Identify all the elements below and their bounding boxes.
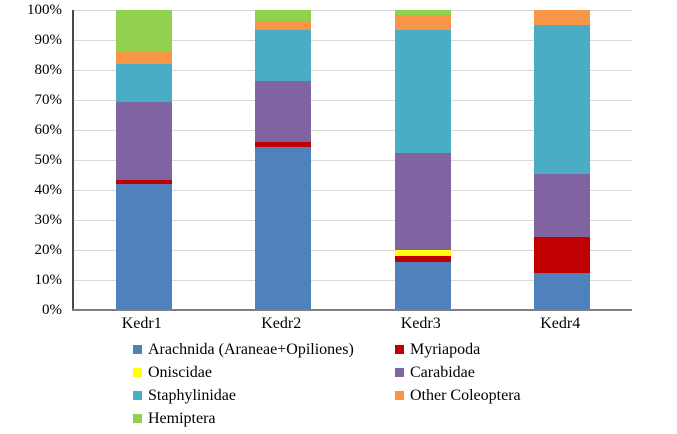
y-axis-tick-label: 30% xyxy=(34,212,63,228)
segment-staphylinidae-kedr2 xyxy=(255,29,312,81)
legend-swatch-icon xyxy=(133,368,142,377)
segment-carabidae-kedr3 xyxy=(394,152,451,250)
legend-item-carabidae: Carabidae xyxy=(395,363,521,382)
legend-label: Arachnida (Araneae+Opiliones) xyxy=(148,341,354,358)
legend-label: Myriapoda xyxy=(410,341,481,358)
segment-hemiptera-kedr1 xyxy=(115,10,172,52)
segment-staphylinidae-kedr3 xyxy=(394,29,451,153)
legend-item-oniscidae: Oniscidae xyxy=(133,363,395,382)
y-axis-tick-label: 40% xyxy=(34,182,63,198)
gridline xyxy=(74,70,632,71)
bar-kedr2 xyxy=(255,10,312,310)
y-axis-tick-label: 100% xyxy=(27,2,62,18)
segment-other-coleoptera-kedr3 xyxy=(394,14,451,30)
segment-oniscidae-kedr3 xyxy=(394,250,451,256)
segment-myriapoda-kedr4 xyxy=(534,236,591,273)
legend-item-staphylinidae: Staphylinidae xyxy=(133,386,395,405)
segment-carabidae-kedr1 xyxy=(115,101,172,180)
segment-hemiptera-kedr2 xyxy=(255,10,312,21)
segment-other-coleoptera-kedr2 xyxy=(255,20,312,30)
plot-area xyxy=(72,10,632,311)
legend-item-hemiptera: Hemiptera xyxy=(133,409,395,428)
gridline xyxy=(74,220,632,221)
segment-myriapoda-kedr3 xyxy=(394,256,451,262)
y-axis-tick-label: 60% xyxy=(34,122,63,138)
bar-kedr1 xyxy=(115,10,172,310)
x-axis-label-kedr3: Kedr3 xyxy=(400,315,441,332)
x-axis-line xyxy=(72,309,632,311)
segment-other-coleoptera-kedr1 xyxy=(115,52,172,64)
bar-slot-kedr1 xyxy=(74,10,214,310)
x-axis-labels: Kedr1 Kedr2 Kedr3 Kedr4 xyxy=(72,315,630,333)
bar-slot-kedr4 xyxy=(493,10,633,310)
legend-label: Oniscidae xyxy=(148,364,212,381)
segment-staphylinidae-kedr1 xyxy=(115,64,172,102)
segment-other-coleoptera-kedr4 xyxy=(534,10,591,25)
y-axis-tick-label: 90% xyxy=(34,32,63,48)
y-axis-tick-label: 70% xyxy=(34,92,63,108)
legend-label: Staphylinidae xyxy=(148,387,236,404)
legend-swatch-icon xyxy=(133,414,142,423)
y-axis-tick-label: 0% xyxy=(42,302,62,318)
segment-carabidae-kedr2 xyxy=(255,80,312,142)
y-axis-tick-label: 80% xyxy=(34,62,63,78)
y-axis-tick-label: 50% xyxy=(34,152,63,168)
gridline xyxy=(74,190,632,191)
legend-swatch-icon xyxy=(395,391,404,400)
legend-swatch-icon xyxy=(133,391,142,400)
legend-item-myriapoda: Myriapoda xyxy=(395,340,521,359)
legend-item-other-coleoptera: Other Coleoptera xyxy=(395,386,521,405)
segment-arachnida-araneae-opiliones-kedr1 xyxy=(115,184,172,310)
gridline xyxy=(74,130,632,131)
legend-swatch-icon xyxy=(395,345,404,354)
legend-swatch-icon xyxy=(395,368,404,377)
bar-slot-kedr2 xyxy=(214,10,354,310)
segment-arachnida-araneae-opiliones-kedr4 xyxy=(534,272,591,310)
segment-arachnida-araneae-opiliones-kedr2 xyxy=(255,146,312,310)
gridline xyxy=(74,10,632,11)
gridline xyxy=(74,250,632,251)
x-axis-label-kedr2: Kedr2 xyxy=(261,315,302,332)
x-axis-label-kedr1: Kedr1 xyxy=(121,315,162,332)
x-axis-label-kedr4: Kedr4 xyxy=(540,315,581,332)
gridline xyxy=(74,100,632,101)
bar-slot-kedr3 xyxy=(353,10,493,310)
segment-myriapoda-kedr1 xyxy=(115,179,172,184)
bars-container xyxy=(74,10,632,310)
legend-label: Carabidae xyxy=(410,364,475,381)
y-axis-tick-label: 20% xyxy=(34,242,63,258)
legend-label: Hemiptera xyxy=(148,410,216,427)
segment-staphylinidae-kedr4 xyxy=(534,25,591,174)
gridline xyxy=(74,40,632,41)
bar-kedr3 xyxy=(394,10,451,310)
y-axis: 0% 10% 20% 30% 40% 50% 60% 70% 80% 90% 100% xyxy=(0,0,62,330)
segment-arachnida-araneae-opiliones-kedr3 xyxy=(394,262,451,310)
legend: Arachnida (Araneae+Opiliones) Myriapoda On… xyxy=(133,340,521,428)
legend-label: Other Coleoptera xyxy=(410,387,521,404)
segment-myriapoda-kedr2 xyxy=(255,142,312,147)
legend-swatch-icon xyxy=(133,345,142,354)
y-axis-tick-label: 10% xyxy=(34,272,63,288)
bar-kedr4 xyxy=(534,10,591,310)
gridline xyxy=(74,160,632,161)
gridline xyxy=(74,280,632,281)
legend-item-arachnida-araneae-opiliones: Arachnida (Araneae+Opiliones) xyxy=(133,340,395,359)
segment-hemiptera-kedr3 xyxy=(394,10,451,15)
segment-carabidae-kedr4 xyxy=(534,173,591,237)
